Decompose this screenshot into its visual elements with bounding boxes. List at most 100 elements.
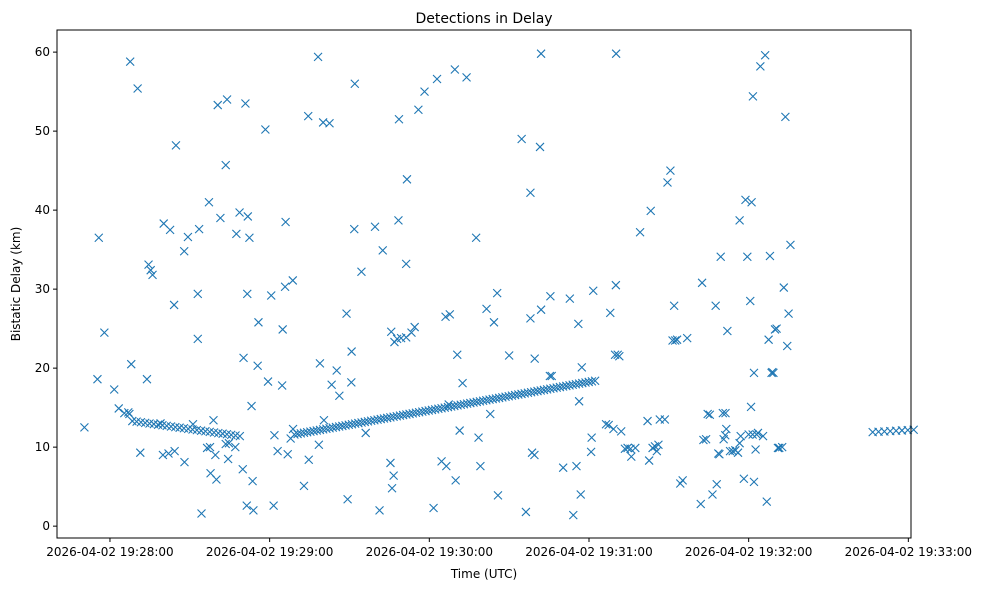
data-point bbox=[451, 475, 461, 485]
data-point bbox=[350, 79, 360, 89]
data-point bbox=[476, 461, 485, 471]
data-point bbox=[748, 91, 758, 101]
x-tick-label: 2026-04-02 19:32:00 bbox=[685, 545, 812, 559]
data-point bbox=[270, 430, 279, 440]
data-point bbox=[573, 319, 583, 329]
data-point bbox=[749, 477, 759, 487]
data-point bbox=[644, 456, 654, 465]
data-point bbox=[546, 291, 555, 301]
data-point bbox=[626, 452, 636, 462]
data-point bbox=[605, 308, 615, 318]
data-point bbox=[716, 252, 726, 262]
data-point bbox=[209, 415, 218, 425]
data-point bbox=[697, 278, 707, 288]
data-point bbox=[235, 208, 244, 217]
data-point bbox=[530, 354, 540, 364]
data-point bbox=[786, 240, 795, 250]
data-point bbox=[769, 368, 778, 378]
data-point bbox=[482, 304, 491, 314]
data-point bbox=[361, 428, 371, 438]
data-point bbox=[545, 371, 555, 381]
data-point bbox=[114, 404, 124, 413]
data-point bbox=[609, 424, 618, 434]
data-point bbox=[703, 409, 713, 419]
data-point bbox=[407, 328, 416, 337]
data-point bbox=[493, 490, 503, 500]
data-point bbox=[216, 213, 225, 223]
data-point bbox=[725, 446, 735, 456]
data-point bbox=[222, 95, 232, 104]
data-point bbox=[748, 430, 758, 439]
data-point bbox=[402, 174, 412, 184]
data-point bbox=[394, 114, 404, 124]
data-point bbox=[574, 396, 584, 406]
data-point bbox=[474, 433, 483, 443]
data-point bbox=[635, 227, 645, 237]
data-point bbox=[135, 448, 145, 458]
data-point bbox=[701, 434, 711, 444]
data-point bbox=[319, 415, 329, 425]
data-point bbox=[445, 310, 455, 319]
data-point bbox=[125, 57, 135, 66]
data-point bbox=[169, 300, 179, 310]
data-point bbox=[242, 501, 252, 510]
data-point bbox=[745, 296, 755, 306]
data-point bbox=[94, 233, 104, 243]
data-point bbox=[715, 449, 724, 459]
data-point bbox=[669, 301, 679, 311]
data-point bbox=[126, 359, 136, 369]
data-point bbox=[458, 378, 467, 388]
data-point bbox=[180, 457, 189, 467]
data-point bbox=[784, 309, 793, 319]
data-point bbox=[471, 233, 481, 243]
data-point bbox=[587, 433, 597, 443]
data-point bbox=[780, 112, 790, 122]
data-point bbox=[751, 445, 760, 454]
data-point bbox=[741, 195, 750, 205]
data-point bbox=[718, 408, 728, 418]
data-point bbox=[230, 442, 240, 452]
y-tick-label: 0 bbox=[42, 519, 50, 533]
data-point bbox=[666, 166, 675, 176]
data-point bbox=[378, 246, 388, 255]
data-point bbox=[231, 229, 241, 239]
data-point bbox=[204, 197, 214, 207]
data-point bbox=[179, 246, 189, 256]
data-point bbox=[325, 118, 334, 128]
data-point bbox=[221, 160, 231, 170]
data-point bbox=[253, 361, 263, 371]
data-point bbox=[746, 402, 756, 412]
data-point bbox=[247, 401, 256, 411]
data-point bbox=[263, 377, 273, 386]
data-point bbox=[672, 335, 682, 345]
data-point bbox=[401, 259, 411, 269]
chart-title: Detections in Delay bbox=[415, 11, 552, 27]
x-tick-label: 2026-04-02 19:28:00 bbox=[46, 545, 173, 559]
data-point bbox=[266, 291, 276, 300]
plot-area bbox=[57, 30, 911, 538]
data-point bbox=[288, 276, 298, 285]
data-point bbox=[504, 351, 514, 360]
data-point bbox=[158, 450, 168, 460]
data-point bbox=[614, 351, 624, 361]
data-point bbox=[349, 224, 359, 234]
data-point bbox=[721, 408, 730, 418]
data-point bbox=[654, 440, 663, 450]
data-point bbox=[342, 309, 351, 319]
data-point bbox=[334, 391, 344, 401]
data-point bbox=[604, 420, 614, 430]
data-point bbox=[526, 188, 535, 198]
y-tick-label: 40 bbox=[35, 203, 50, 217]
data-point bbox=[772, 324, 781, 334]
y-tick-label: 20 bbox=[35, 361, 50, 375]
data-point bbox=[357, 267, 366, 277]
data-point bbox=[346, 377, 356, 387]
data-point bbox=[183, 232, 193, 242]
data-point bbox=[565, 294, 575, 304]
x-tick-label: 2026-04-02 19:33:00 bbox=[845, 545, 972, 559]
data-point bbox=[623, 443, 632, 453]
data-point bbox=[722, 326, 732, 336]
data-point bbox=[663, 178, 672, 187]
data-point bbox=[782, 341, 792, 351]
data-point bbox=[386, 327, 396, 337]
